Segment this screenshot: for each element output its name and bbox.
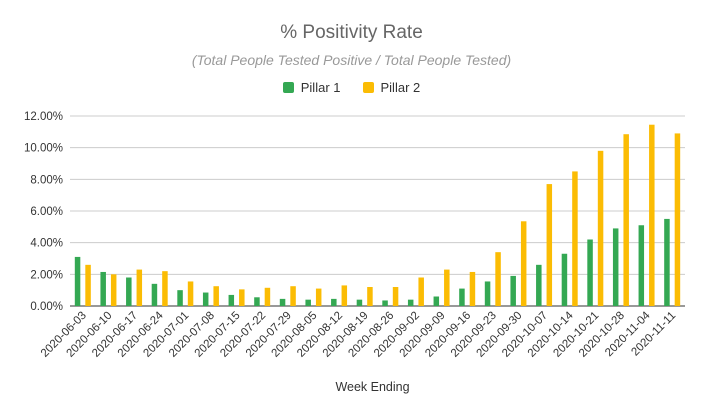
bar-pillar-1 (536, 264, 542, 306)
bar-pillar-2 (495, 252, 501, 306)
bar-pillar-2 (418, 277, 424, 306)
y-tick-label: 0.00% (30, 301, 63, 313)
bar-pillar-2 (239, 289, 245, 306)
bar-pillar-1 (126, 277, 132, 306)
bar-pillar-2 (213, 286, 219, 306)
bar-pillar-1 (459, 288, 465, 306)
bar-pillar-1 (100, 271, 106, 306)
y-tick-label: 10.00% (24, 143, 63, 155)
bar-pillar-1 (279, 298, 286, 306)
y-tick-label: 12.00% (24, 111, 63, 123)
legend-item-pillar-1: Pillar 1 (282, 80, 341, 95)
bar-pillar-2 (649, 124, 655, 306)
y-tick-label: 6.00% (30, 206, 63, 218)
bar-pillar-1 (382, 300, 388, 306)
bar-pillar-1 (151, 283, 158, 306)
bar-pillar-2 (110, 274, 117, 306)
chart-legend: Pillar 1 Pillar 2 (0, 80, 703, 95)
bar-pillar-2 (85, 264, 91, 306)
bar-pillar-2 (674, 133, 681, 306)
bar-pillar-2 (572, 171, 578, 306)
legend-item-pillar-2: Pillar 2 (362, 80, 421, 95)
y-tick-label: 4.00% (30, 238, 63, 250)
bar-pillar-1 (305, 299, 311, 306)
bar-pillar-2 (520, 221, 527, 306)
bar-pillar-2 (187, 281, 194, 306)
bar-pillar-1 (664, 218, 670, 306)
y-tick-label: 8.00% (30, 174, 63, 186)
bar-pillar-1 (510, 275, 516, 306)
bar-pillar-1 (407, 299, 414, 306)
bar-pillar-1 (74, 256, 81, 306)
bar-pillar-2 (367, 287, 373, 306)
legend-swatch-pillar-1 (282, 82, 294, 93)
bar-pillar-1 (484, 281, 491, 306)
legend-label-pillar-2: Pillar 2 (380, 80, 421, 95)
bar-pillar-2 (136, 269, 143, 306)
bar-pillar-2 (264, 287, 271, 306)
legend-label-pillar-1: Pillar 1 (300, 80, 341, 95)
bar-pillar-2 (162, 271, 168, 306)
bar-pillar-2 (469, 271, 476, 306)
bar-pillar-1 (433, 296, 440, 306)
legend-swatch-pillar-2 (362, 82, 374, 93)
bar-pillar-2 (290, 286, 296, 306)
chart-title: % Positivity Rate (280, 22, 423, 43)
x-axis-title: Week Ending (335, 380, 409, 394)
bar-pillar-1 (638, 225, 645, 306)
bar-pillar-2 (546, 184, 553, 306)
bar-pillar-2 (597, 150, 604, 306)
bar-pillar-1 (331, 298, 337, 306)
bar-pillar-2 (623, 134, 629, 306)
bar-pillar-2 (392, 287, 399, 306)
bar-pillar-1 (177, 290, 183, 306)
bar-pillar-2 (315, 288, 322, 306)
bar-pillar-1 (202, 292, 209, 306)
bar-pillar-1 (356, 299, 363, 306)
bar-pillar-1 (228, 294, 235, 306)
bar-pillar-1 (612, 228, 619, 306)
bar-pillar-1 (254, 297, 260, 306)
bar-pillar-2 (444, 269, 450, 306)
chart-subtitle: (Total People Tested Positive / Total Pe… (191, 52, 512, 68)
y-tick-label: 2.00% (30, 269, 63, 281)
bar-pillar-1 (561, 253, 568, 306)
bar-pillar-2 (341, 285, 348, 306)
bar-pillar-1 (587, 239, 593, 306)
